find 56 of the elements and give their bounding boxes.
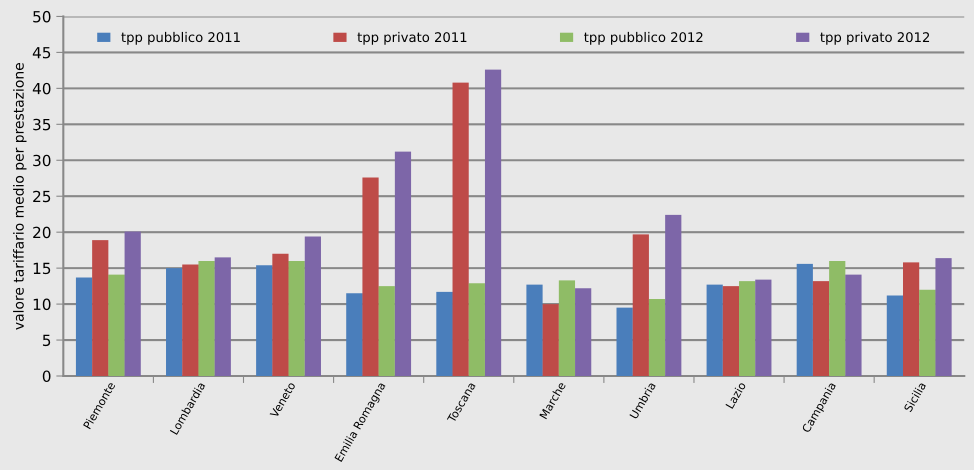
bar <box>706 284 723 376</box>
bar <box>845 274 862 376</box>
bar <box>542 304 559 376</box>
bar <box>304 236 321 376</box>
y-tick-label: 15 <box>34 262 50 274</box>
bar <box>919 290 936 376</box>
bar <box>902 262 920 376</box>
bar <box>436 292 453 376</box>
bar <box>886 295 903 376</box>
bar <box>935 258 952 376</box>
y-tick-label: 35 <box>33 118 50 130</box>
bar <box>722 286 740 376</box>
y-axis-title: valore tariffario medio per prestazione <box>13 63 27 330</box>
legend-label: tpp pubblico 2011 <box>121 32 240 45</box>
bar <box>452 82 469 376</box>
y-tick-label: 25 <box>33 190 50 202</box>
bar <box>484 70 502 376</box>
legend-label: tpp pubblico 2012 <box>584 32 702 45</box>
bar <box>796 264 813 376</box>
y-tick-label: 0 <box>42 370 50 382</box>
bar <box>166 268 182 376</box>
y-tick-label: 45 <box>32 47 50 58</box>
bar <box>92 240 108 376</box>
bar <box>739 281 756 376</box>
y-tick-label: 50 <box>33 10 50 22</box>
bar <box>648 299 666 376</box>
y-tick-label: 10 <box>34 298 50 310</box>
bar <box>214 257 231 376</box>
bar <box>526 284 543 376</box>
bar <box>362 178 379 376</box>
y-tick-label: 30 <box>33 154 50 166</box>
legend-label: tpp privato 2011 <box>357 32 466 45</box>
legend-label: tpp privato 2012 <box>820 32 930 45</box>
bar <box>182 264 198 376</box>
y-tick-label: 5 <box>42 334 50 346</box>
bar <box>616 308 633 376</box>
y-tick-label: 20 <box>33 226 50 238</box>
bar <box>632 234 649 376</box>
bar <box>558 280 576 376</box>
bar <box>288 260 305 376</box>
bar <box>124 231 141 376</box>
bar <box>575 288 592 376</box>
bar <box>346 293 362 376</box>
bar <box>76 277 92 376</box>
bar <box>272 254 289 376</box>
bar <box>468 283 485 376</box>
y-tick-label: 40 <box>32 82 50 94</box>
bar <box>812 281 830 376</box>
bar <box>256 265 272 376</box>
bar <box>378 286 395 376</box>
bar <box>755 280 772 376</box>
bar <box>665 214 682 376</box>
bar <box>829 260 846 376</box>
bar <box>108 274 125 376</box>
bar <box>198 260 215 376</box>
bar <box>394 152 412 376</box>
